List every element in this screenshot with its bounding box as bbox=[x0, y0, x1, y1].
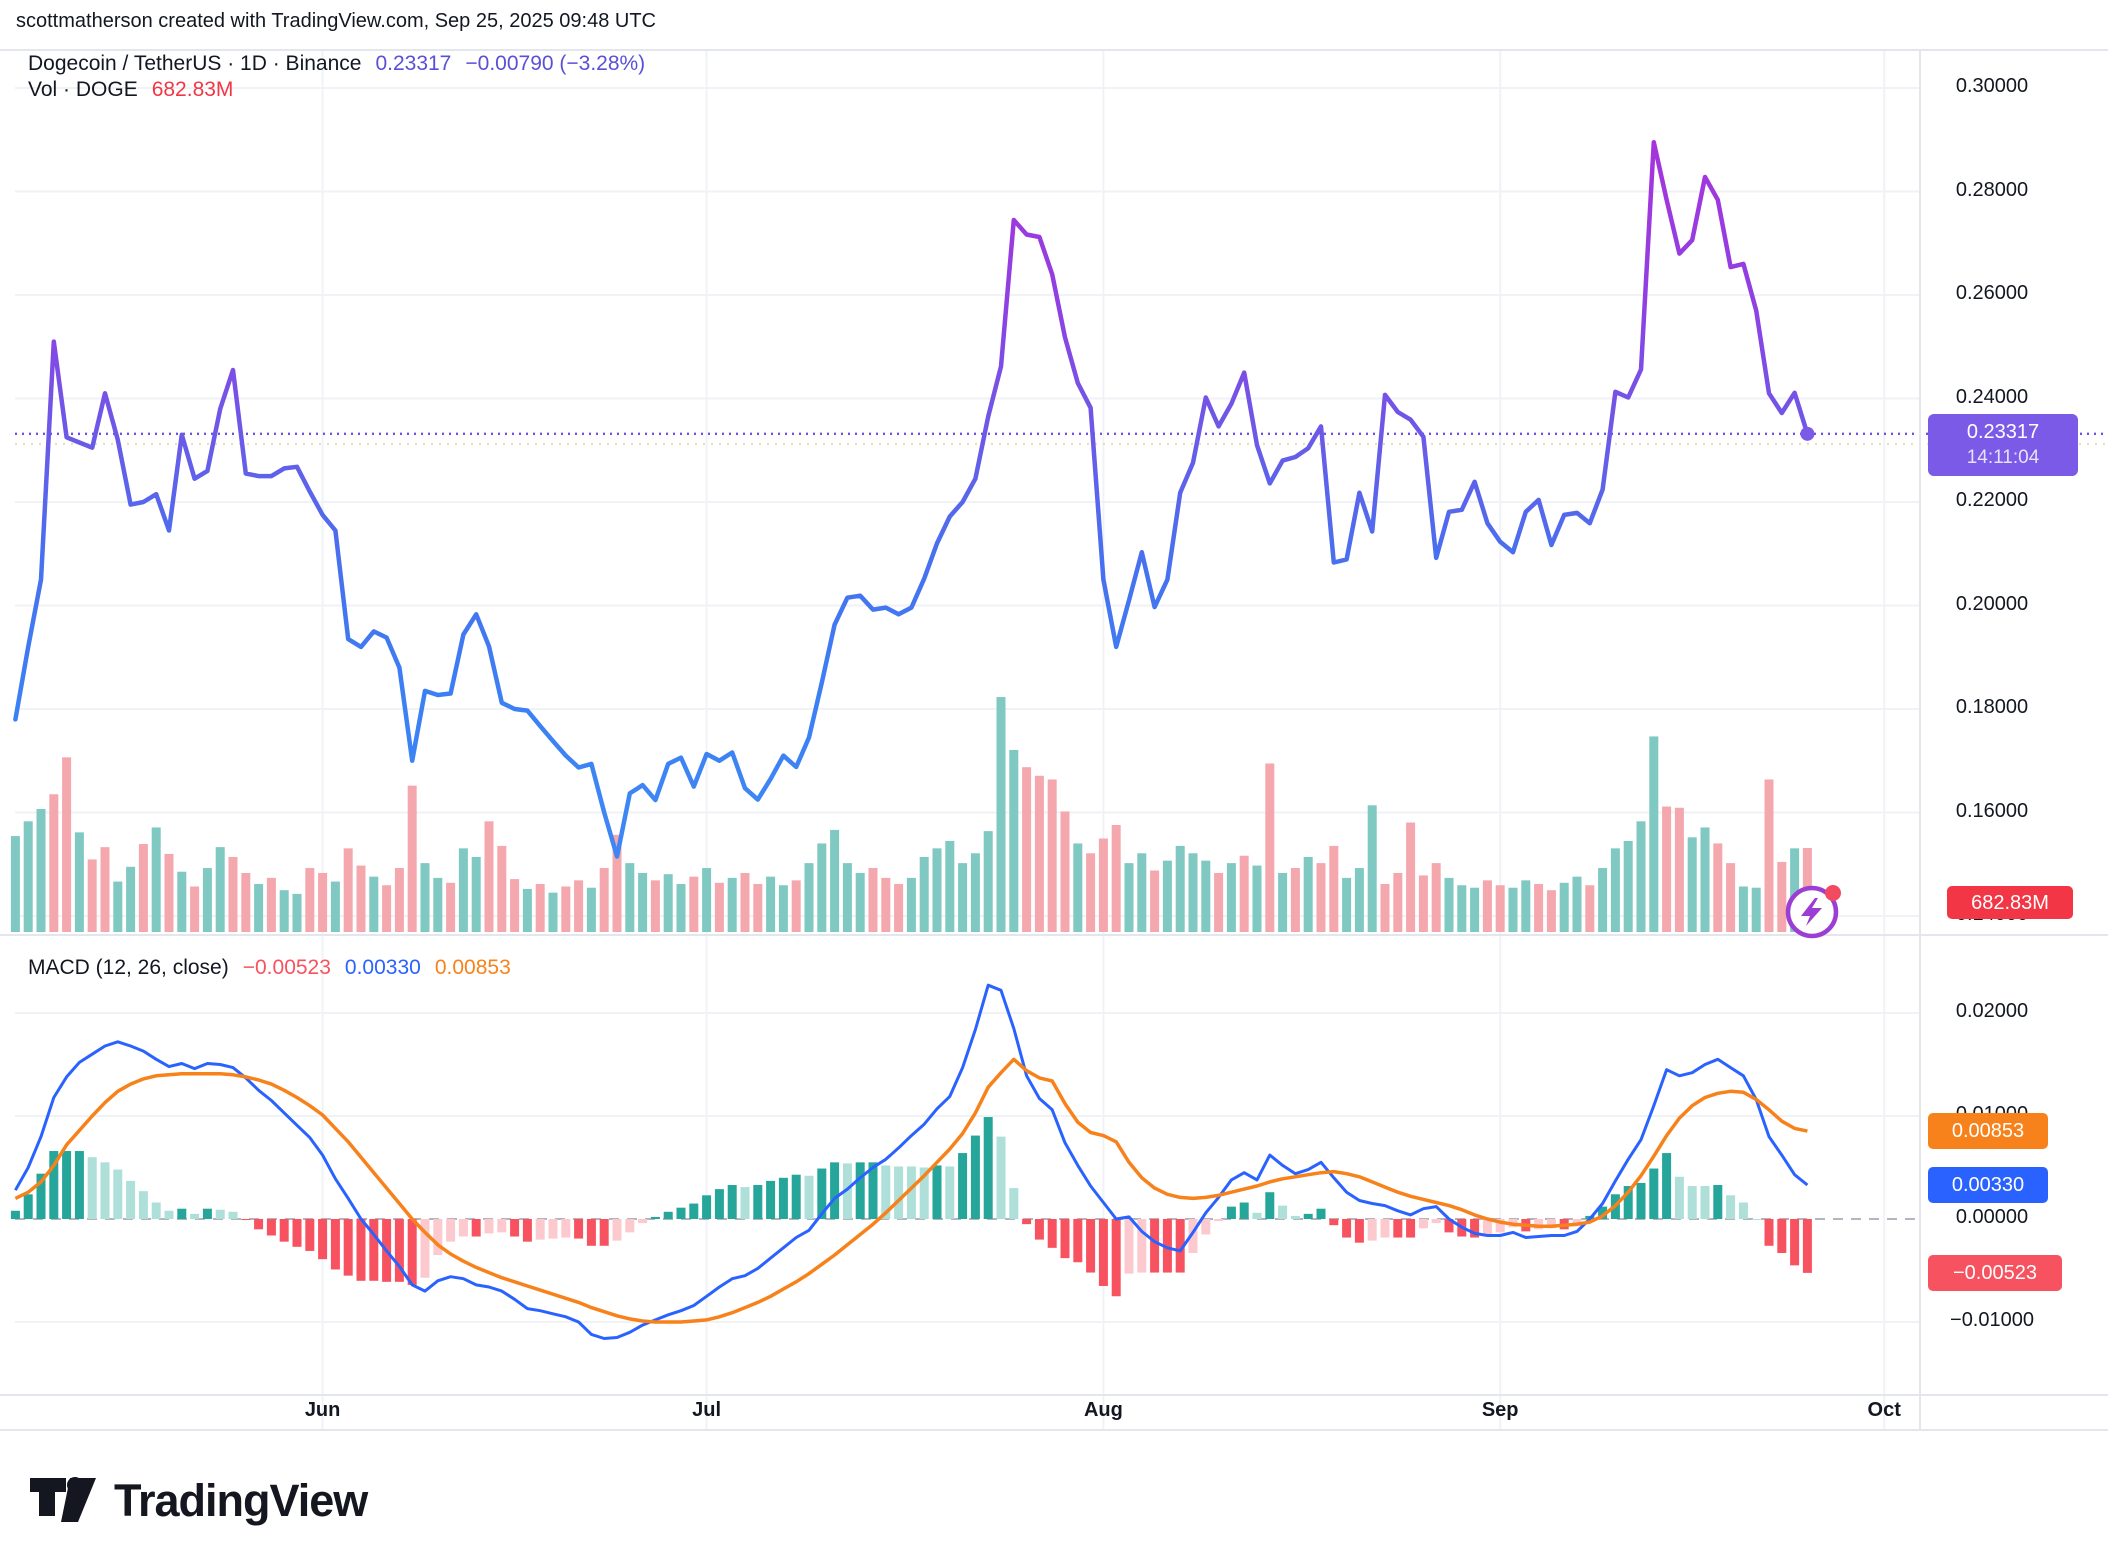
time-axis-label: Jun bbox=[304, 1399, 341, 1421]
current-price-badge: 0.23317 14:11:04 bbox=[1928, 414, 2078, 476]
instant-trading-button[interactable] bbox=[1784, 883, 1842, 941]
last-price-value: 0.23317 bbox=[375, 52, 452, 75]
volume-legend: Vol · DOGE 682.83M bbox=[28, 78, 233, 102]
volume-legend-label[interactable]: Vol · DOGE bbox=[28, 78, 138, 101]
price-axis-label: 0.20000 bbox=[1955, 592, 2029, 615]
macd-legend-title[interactable]: MACD (12, 26, close) bbox=[28, 956, 229, 979]
time-axis-label: Aug bbox=[1083, 1399, 1123, 1421]
lightning-bolt-icon bbox=[1801, 898, 1822, 926]
macd-axis-label: −0.01000 bbox=[1950, 1309, 2034, 1331]
current-price-badge-value: 0.23317 bbox=[1966, 421, 2040, 443]
macd-hist-badge: −0.00523 bbox=[1928, 1255, 2062, 1291]
volume-badge: 682.83M bbox=[1947, 886, 2073, 919]
symbol-title[interactable]: Dogecoin / TetherUS · 1D · Binance bbox=[28, 52, 362, 75]
macd-signal-value: 0.00853 bbox=[434, 956, 511, 979]
macd-hist-badge-value: −0.00523 bbox=[1953, 1262, 2037, 1284]
price-change-value: −0.00790 (−3.28%) bbox=[465, 52, 646, 75]
price-axis-label: 0.18000 bbox=[1955, 696, 2029, 718]
macd-axis-label: 0.00000 bbox=[1955, 1206, 2029, 1228]
volume-legend-value: 682.83M bbox=[151, 78, 234, 101]
price-axis-label: 0.30000 bbox=[1955, 75, 2029, 97]
price-axis-label: 0.16000 bbox=[1955, 799, 2029, 822]
tradingview-logo-text: TradingView bbox=[114, 1475, 368, 1526]
time-axis-label: Oct bbox=[1867, 1399, 1901, 1421]
price-axis-label: 0.24000 bbox=[1955, 385, 2029, 408]
macd-hist-value: −0.00523 bbox=[242, 956, 331, 979]
macd-line-badge: 0.00330 bbox=[1928, 1167, 2048, 1203]
attribution-text: scottmatherson created with TradingView.… bbox=[16, 10, 656, 32]
macd-signal-badge: 0.00853 bbox=[1928, 1113, 2048, 1149]
notification-dot-icon bbox=[1825, 885, 1841, 901]
price-axis-label: 0.28000 bbox=[1955, 178, 2029, 201]
volume-badge-value: 682.83M bbox=[1971, 891, 2049, 914]
macd-line-value: 0.00330 bbox=[344, 956, 421, 979]
price-axis-label: 0.26000 bbox=[1955, 282, 2029, 304]
symbol-legend: Dogecoin / TetherUS · 1D · Binance 0.233… bbox=[28, 52, 645, 76]
time-axis-label: Sep bbox=[1481, 1399, 1519, 1421]
macd-legend: MACD (12, 26, close) −0.00523 0.00330 0.… bbox=[28, 956, 511, 980]
tradingview-logo[interactable]: TradingView bbox=[28, 1472, 368, 1530]
price-axis-label: 0.22000 bbox=[1955, 489, 2029, 511]
countdown-timer: 14:11:04 bbox=[1966, 447, 2040, 468]
macd-axis-label: 0.02000 bbox=[1955, 1000, 2029, 1022]
macd-signal-badge-value: 0.00853 bbox=[1951, 1120, 2025, 1142]
tradingview-logo-icon bbox=[30, 1477, 96, 1522]
time-axis-label: Jul bbox=[692, 1399, 722, 1421]
macd-line-badge-value: 0.00330 bbox=[1951, 1174, 2025, 1196]
